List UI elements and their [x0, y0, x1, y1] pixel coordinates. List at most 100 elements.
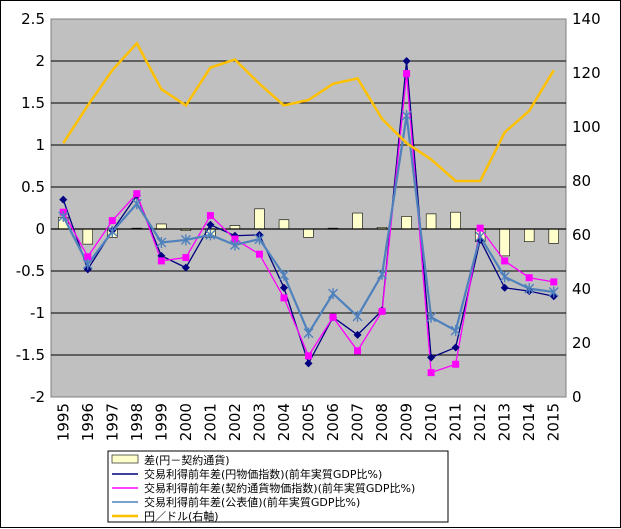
series-2-point-2008	[378, 307, 386, 315]
x-axis-tick-label: 2008	[373, 403, 391, 441]
x-axis-tick-label: 2002	[226, 403, 244, 441]
series-2-point-1997	[108, 217, 116, 225]
series-2-point-2005	[305, 352, 312, 360]
series-2-point-2014	[525, 274, 533, 282]
left-axis-tick-label: 2	[35, 52, 45, 70]
series-1-point-2001	[206, 220, 215, 229]
series-2-point-2010	[427, 369, 435, 377]
series-2-point-2002	[231, 235, 239, 243]
series-1-point-2000	[181, 263, 190, 272]
right-axis-tick-label: 60	[572, 226, 591, 244]
left-axis-tick-label: 2.5	[21, 10, 45, 28]
series-1-point-2009	[402, 57, 411, 65]
series-3-point-1996	[82, 258, 93, 270]
left-axis-tick-label: -0.5	[16, 262, 45, 280]
series-2-point-2012	[476, 224, 484, 232]
bar-2015	[548, 228, 559, 244]
series-3-point-2011	[450, 325, 461, 337]
bar-1996	[82, 228, 93, 245]
x-axis-tick-label: 2014	[520, 403, 538, 441]
x-axis-tick-label: 1997	[103, 403, 121, 441]
series-2-point-2001	[206, 212, 214, 220]
x-axis-tick-label: 2007	[349, 403, 367, 441]
bar-2005	[303, 228, 314, 238]
series-3-point-2010	[426, 311, 437, 323]
series-3-point-2015	[548, 286, 559, 298]
legend-label: 円／ドル(右軸)	[144, 509, 219, 523]
series-1-point-2004	[279, 283, 288, 292]
series-3-point-2012	[475, 231, 486, 243]
left-axis-tick-label: 0.5	[21, 178, 45, 196]
x-axis-tick-label: 1995	[54, 403, 72, 441]
series-3-point-2007	[352, 310, 363, 322]
left-axis-tick-label: -1.5	[16, 346, 45, 364]
bar-1999	[156, 223, 167, 230]
series-1-point-2005	[304, 359, 313, 368]
series-3-point-2006	[328, 288, 339, 300]
legend-label: 交易利得前年差(公表値)(前年実質GDP比%)	[144, 495, 360, 509]
series-3-point-1998	[131, 198, 142, 210]
right-axis-tick-label: 80	[572, 172, 591, 190]
series-3-point-2002	[229, 239, 240, 251]
left-axis-tick-label: -2	[30, 388, 45, 406]
left-axis-tick-label: 1	[35, 136, 45, 154]
x-axis-tick-label: 2004	[275, 403, 293, 441]
series-2-point-1996	[84, 253, 92, 261]
left-axis-tick-label: -1	[30, 304, 45, 322]
x-axis-tick-label: 2011	[447, 403, 465, 441]
series-line-4	[62, 41, 555, 183]
legend-label: 交易利得前年差(円物価指数)(前年実質GDP比%)	[144, 467, 382, 481]
x-axis-tick-label: 1996	[79, 403, 97, 441]
bar-2009	[401, 216, 412, 230]
series-2-point-2013	[501, 257, 509, 265]
right-axis-tick-label: 40	[572, 280, 591, 298]
x-axis-tick-label: 1998	[128, 403, 146, 441]
series-2-point-1998	[133, 190, 141, 198]
x-axis-tick-label: 2009	[398, 403, 416, 441]
x-axis-tick-label: 2006	[324, 403, 342, 441]
right-axis-tick-label: 0	[572, 388, 582, 406]
bar-2003	[254, 208, 265, 230]
legend-box	[107, 450, 449, 523]
series-3-point-1995	[58, 210, 69, 222]
bar-2013	[499, 228, 510, 257]
series-2-point-2011	[452, 360, 460, 368]
series-3-point-2009	[401, 110, 412, 122]
bar-2010	[425, 213, 437, 230]
x-axis-tick-label: 2000	[177, 403, 195, 441]
bar-2004	[278, 219, 290, 230]
series-2-point-2015	[550, 278, 558, 286]
left-axis-tick-label: 1.5	[21, 94, 45, 112]
series-1-point-2011	[451, 343, 460, 352]
series-2-point-2000	[182, 254, 190, 262]
series-1-point-1995	[59, 195, 68, 204]
series-1-point-2013	[500, 283, 509, 292]
x-axis-tick-label: 2005	[300, 403, 318, 441]
series-2-point-2003	[255, 250, 263, 258]
bar-2007	[352, 212, 363, 230]
series-3-point-2013	[499, 271, 510, 283]
series-2-point-2004	[280, 294, 288, 302]
legend-label: 交易利得前年差(契約通貨物価指数)(前年実質GDP比%)	[144, 481, 415, 495]
series-2-point-1999	[157, 257, 165, 265]
series-3-point-2008	[377, 268, 388, 280]
series-3-point-1999	[156, 236, 167, 248]
legend-swatch-bar	[111, 454, 139, 464]
series-1-point-2010	[427, 353, 436, 362]
right-axis-tick-label: 120	[572, 64, 601, 82]
series-3-point-2001	[205, 229, 216, 241]
right-axis-tick-label: 140	[572, 10, 601, 28]
x-axis-tick-label: 2001	[201, 403, 219, 441]
series-3-point-2014	[524, 283, 535, 295]
x-axis-tick-label: 2003	[250, 403, 268, 441]
series-2-point-2009	[403, 70, 411, 78]
series-3-point-2004	[278, 269, 289, 281]
x-axis-tick-label: 2010	[422, 403, 440, 441]
x-axis-tick-label: 1999	[152, 403, 170, 441]
x-axis-tick-label: 2012	[471, 403, 489, 441]
series-3-point-2003	[254, 233, 265, 245]
bar-2011	[450, 211, 461, 230]
x-axis-tick-label: 2013	[496, 403, 514, 441]
